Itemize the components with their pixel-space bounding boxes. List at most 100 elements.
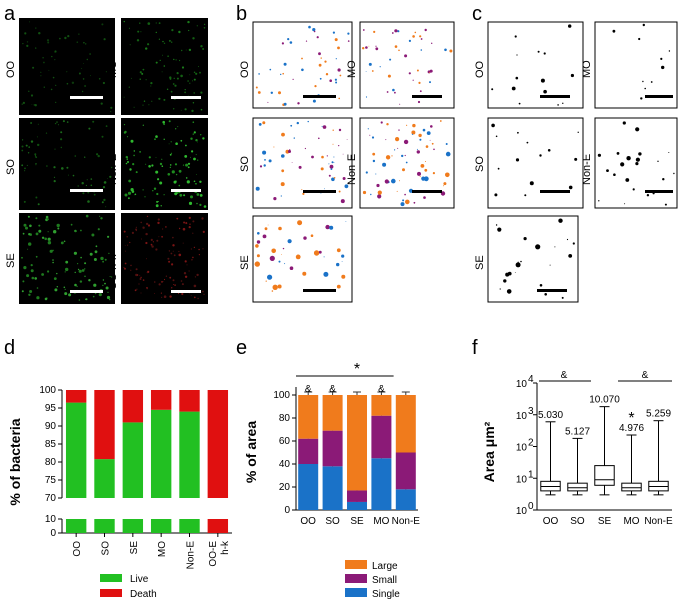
particle [145, 232, 148, 236]
particle [198, 248, 200, 251]
particle [272, 284, 278, 290]
particle [642, 80, 644, 83]
particle [321, 155, 324, 159]
particle [192, 37, 195, 40]
particle [155, 170, 159, 174]
particle [301, 189, 303, 191]
particle [142, 104, 144, 106]
particle [64, 271, 66, 273]
bar-small [298, 438, 319, 464]
particle [341, 261, 343, 262]
particle [190, 156, 191, 158]
particle [35, 196, 38, 199]
particle [140, 292, 142, 294]
particle [646, 194, 650, 197]
particle [84, 156, 86, 158]
particle [414, 31, 417, 34]
particle [258, 73, 260, 75]
particle [162, 54, 164, 56]
particle [200, 45, 203, 48]
particle [262, 234, 267, 239]
particle [183, 221, 186, 224]
particle [329, 225, 334, 230]
particle [267, 101, 269, 103]
particle [301, 57, 303, 60]
particle [175, 173, 178, 176]
particle [111, 276, 113, 278]
particle [102, 186, 106, 189]
particle [161, 165, 164, 167]
bar-live [179, 411, 200, 498]
particle [262, 150, 267, 155]
particle [178, 184, 181, 187]
particle [191, 259, 193, 261]
particle [203, 23, 206, 26]
particle [332, 31, 335, 34]
particle [85, 298, 88, 301]
particle [174, 84, 177, 87]
particle [362, 190, 367, 195]
particle [153, 187, 157, 190]
x-tick-label: OO [72, 541, 83, 557]
particle [178, 169, 182, 173]
particle [342, 177, 346, 180]
particle [255, 86, 258, 89]
particle [568, 185, 573, 190]
particle [404, 54, 408, 58]
particle [171, 29, 174, 32]
bar-small [395, 452, 416, 490]
particle [277, 284, 282, 289]
particle [330, 168, 333, 171]
y-tick-base: 10 [516, 443, 528, 454]
particle [184, 108, 187, 111]
y-tick-label: 80 [45, 457, 57, 468]
particle [195, 72, 198, 75]
particle [34, 153, 37, 156]
particle [431, 42, 433, 44]
particle [329, 79, 333, 82]
particle [379, 66, 381, 68]
particle [497, 227, 502, 232]
particle [432, 172, 435, 175]
particle [181, 49, 183, 52]
particle [154, 138, 156, 141]
x-tick-label: MO [373, 516, 389, 527]
particle [158, 22, 161, 24]
y-axis-label: % of bacteria [7, 418, 23, 505]
particle [123, 96, 125, 98]
particle [626, 156, 631, 161]
particle [29, 21, 31, 23]
particle [324, 60, 327, 63]
particle [78, 33, 80, 35]
particle [31, 104, 33, 105]
particle [126, 236, 128, 238]
particle [105, 286, 109, 290]
particle [97, 228, 100, 231]
y-tick-label: 70 [45, 493, 57, 504]
particle [184, 260, 187, 263]
particle [439, 120, 442, 122]
particle [368, 45, 370, 47]
particle [192, 220, 195, 223]
y-tick-exponent: 0 [528, 501, 534, 512]
particle [140, 276, 142, 279]
particle [535, 244, 541, 250]
particle [81, 90, 84, 93]
particle [192, 133, 194, 135]
map-oo [252, 21, 353, 109]
particle [391, 178, 396, 184]
particle [123, 20, 126, 23]
particle [664, 203, 667, 206]
particle [644, 87, 646, 90]
particle [668, 50, 671, 52]
particle [53, 176, 56, 178]
particle [178, 253, 182, 257]
particle [146, 287, 148, 290]
particle [131, 231, 134, 234]
particle [419, 35, 422, 38]
particle [37, 203, 40, 206]
particle [408, 39, 411, 43]
particle [84, 85, 87, 87]
x-tick-label: OO [300, 516, 316, 527]
bar-death [207, 519, 229, 533]
